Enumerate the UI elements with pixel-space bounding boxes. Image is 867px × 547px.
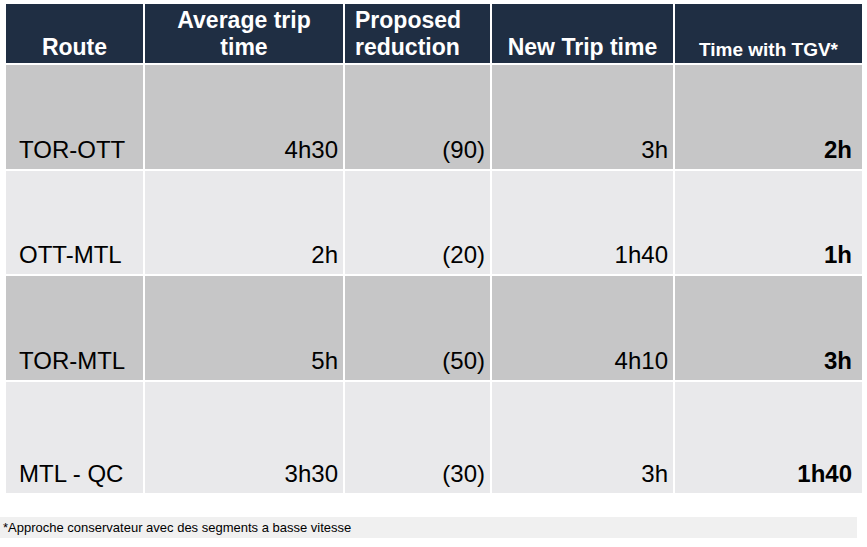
- column-header-proposed-reduction: Proposed reduction: [345, 4, 490, 63]
- footnote: *Approche conservateur avec des segments…: [0, 517, 857, 538]
- time-with-tgv-cell: 1h40: [675, 382, 862, 493]
- slide-canvas: Route Average trip time Proposed reducti…: [0, 0, 867, 547]
- time-with-tgv-cell: 1h: [675, 171, 862, 274]
- proposed-reduction-cell: (30): [345, 382, 490, 493]
- new-trip-time-cell: 1h40: [492, 171, 673, 274]
- trip-time-table: Route Average trip time Proposed reducti…: [6, 4, 862, 493]
- average-trip-time-cell: 3h30: [145, 382, 343, 493]
- new-trip-time-cell: 3h: [492, 65, 673, 169]
- column-header-time-with-tgv: Time with TGV*: [675, 4, 862, 63]
- route-cell: OTT-MTL: [6, 171, 143, 274]
- route-cell: MTL - QC: [6, 382, 143, 493]
- average-trip-time-cell: 4h30: [145, 65, 343, 169]
- time-with-tgv-cell: 2h: [675, 65, 862, 169]
- new-trip-time-cell: 3h: [492, 382, 673, 493]
- time-with-tgv-cell: 3h: [675, 276, 862, 380]
- new-trip-time-cell: 4h10: [492, 276, 673, 380]
- column-header-route: Route: [6, 4, 143, 63]
- column-header-new-trip-time: New Trip time: [492, 4, 673, 63]
- proposed-reduction-cell: (50): [345, 276, 490, 380]
- average-trip-time-cell: 2h: [145, 171, 343, 274]
- average-trip-time-cell: 5h: [145, 276, 343, 380]
- proposed-reduction-cell: (20): [345, 171, 490, 274]
- route-cell: TOR-OTT: [6, 65, 143, 169]
- proposed-reduction-cell: (90): [345, 65, 490, 169]
- column-header-average-trip-time: Average trip time: [145, 4, 343, 63]
- route-cell: TOR-MTL: [6, 276, 143, 380]
